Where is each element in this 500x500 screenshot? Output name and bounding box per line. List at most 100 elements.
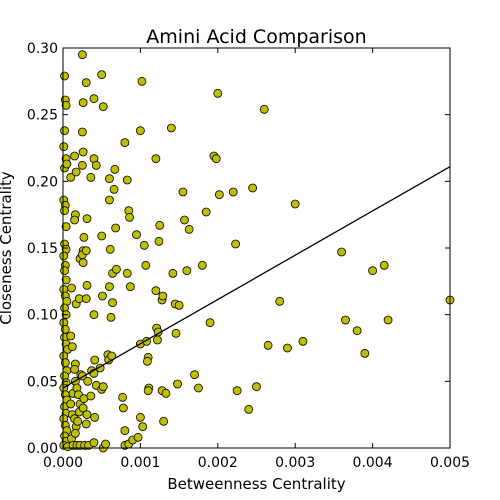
- data-point: [97, 231, 107, 241]
- data-point: [108, 298, 117, 308]
- y-tick-label: 0.20: [27, 174, 58, 190]
- data-point: [77, 127, 87, 137]
- x-tick-label: 0.002: [198, 455, 238, 471]
- data-point: [59, 142, 69, 152]
- data-point: [228, 187, 238, 197]
- data-point: [252, 382, 261, 392]
- x-tick-label: 0.000: [43, 455, 83, 471]
- data-point: [60, 266, 69, 276]
- data-point: [83, 376, 93, 386]
- data-point: [78, 258, 88, 268]
- data-point: [298, 336, 308, 346]
- x-axis: 0.000 0.001 0.002 0.003 0.004 0.005: [43, 48, 470, 471]
- data-point: [120, 426, 130, 436]
- data-point: [120, 138, 130, 148]
- y-tick-label: 0.15: [27, 241, 58, 257]
- data-point: [98, 102, 108, 112]
- data-point: [171, 328, 181, 338]
- data-point: [190, 370, 199, 380]
- x-axis-label: Betweenness Centrality: [167, 475, 345, 493]
- data-point: [263, 340, 273, 350]
- data-point: [182, 266, 192, 276]
- data-point: [82, 280, 92, 290]
- data-point: [112, 264, 121, 274]
- data-point: [78, 98, 88, 108]
- data-point: [61, 222, 71, 232]
- data-point: [70, 151, 80, 161]
- x-tick-label: 0.001: [120, 455, 160, 471]
- data-point: [360, 348, 370, 358]
- data-point: [67, 342, 77, 352]
- data-point: [90, 412, 100, 422]
- data-point: [81, 78, 91, 88]
- data-point: [151, 154, 161, 164]
- data-point: [105, 174, 114, 184]
- data-point: [70, 364, 80, 374]
- data-point: [133, 432, 143, 442]
- data-point: [174, 300, 184, 310]
- data-point: [86, 391, 96, 401]
- data-point: [70, 215, 80, 225]
- data-point: [143, 386, 153, 396]
- data-point: [197, 260, 207, 270]
- data-point: [244, 404, 254, 414]
- data-point: [89, 438, 99, 448]
- data-point: [125, 212, 134, 222]
- data-point: [79, 232, 89, 242]
- x-tick-label: 0.004: [353, 455, 393, 471]
- data-point: [106, 312, 116, 322]
- data-point: [66, 331, 76, 341]
- data-point: [368, 266, 378, 276]
- data-point: [105, 244, 115, 254]
- data-point: [109, 184, 119, 194]
- data-point: [60, 71, 69, 81]
- data-point: [341, 315, 350, 325]
- data-point: [81, 419, 91, 429]
- data-point: [60, 126, 69, 136]
- data-point: [214, 190, 224, 200]
- data-point: [66, 172, 76, 182]
- data-point: [66, 399, 76, 409]
- data-point: [78, 147, 88, 157]
- data-point: [379, 260, 389, 270]
- data-point: [153, 335, 162, 345]
- data-point: [105, 282, 114, 292]
- data-point: [194, 383, 203, 393]
- data-point: [211, 154, 221, 164]
- y-tick-label: 0.30: [27, 41, 58, 57]
- data-point: [62, 159, 72, 169]
- data-point: [60, 206, 69, 216]
- y-tick-label: 0.00: [27, 441, 58, 457]
- data-point: [352, 326, 362, 336]
- data-point: [70, 428, 80, 438]
- data-point: [184, 224, 194, 234]
- trend-line: [62, 166, 451, 389]
- points-layer: [59, 50, 455, 453]
- data-point: [82, 410, 92, 420]
- data-point: [105, 195, 114, 205]
- data-point: [78, 403, 88, 413]
- data-point: [137, 76, 147, 86]
- plot-background: [63, 48, 450, 448]
- data-point: [82, 214, 92, 224]
- data-point: [61, 100, 71, 110]
- data-point: [151, 286, 161, 296]
- data-point: [283, 343, 292, 353]
- data-point: [231, 239, 241, 249]
- data-point: [122, 268, 132, 278]
- data-point: [138, 422, 148, 432]
- data-point: [142, 356, 152, 366]
- data-point: [180, 215, 189, 225]
- y-tick-label: 0.10: [27, 308, 58, 324]
- data-point: [161, 388, 171, 398]
- data-point: [98, 382, 108, 392]
- data-point: [213, 88, 223, 98]
- data-point: [111, 223, 121, 233]
- data-point: [81, 294, 91, 304]
- data-point: [101, 439, 110, 449]
- data-point: [59, 251, 69, 261]
- data-point: [90, 355, 100, 365]
- data-point: [122, 175, 132, 185]
- data-point: [158, 291, 168, 301]
- data-point: [141, 260, 151, 270]
